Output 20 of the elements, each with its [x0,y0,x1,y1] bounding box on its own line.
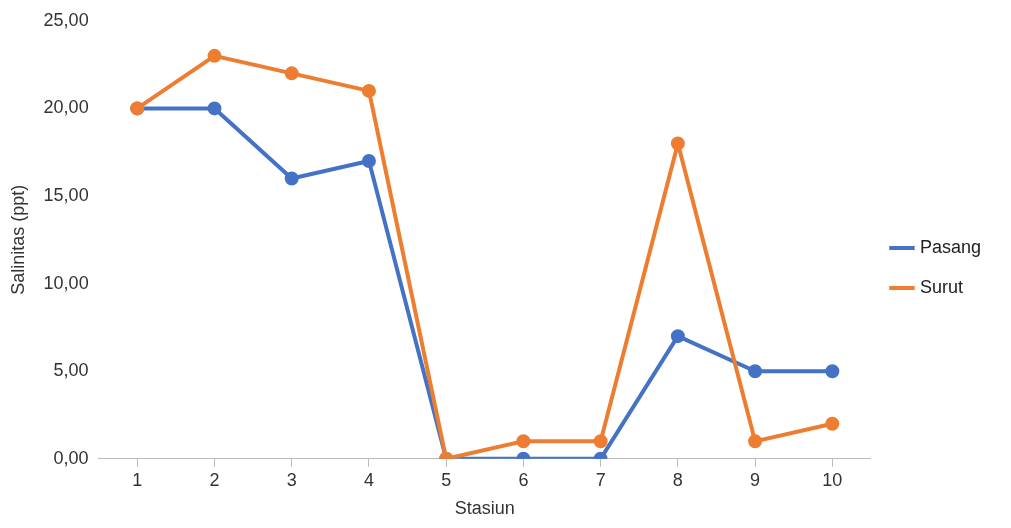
legend-label: Pasang [919,236,982,257]
x-tick-label: 7 [595,469,606,490]
y-tick-label: 25,00 [43,9,89,30]
x-tick-label: 2 [209,469,220,490]
legend-label: Surut [919,276,963,297]
y-tick-label: 15,00 [43,184,89,205]
x-tick-label: 8 [672,469,683,490]
y-tick-label: 5,00 [53,360,89,381]
x-tick-label: 1 [132,469,143,490]
x-tick-label: 4 [363,469,374,490]
x-tick-label: 6 [518,469,529,490]
y-tick-label: 20,00 [43,97,89,118]
x-tick-label: 9 [750,469,761,490]
x-tick-label: 10 [822,469,843,490]
x-tick-label: 3 [286,469,297,490]
x-axis-title: Stasiun [454,498,515,519]
x-tick-label: 5 [441,469,452,490]
y-axis-title: Salinitas (ppt) [7,184,28,295]
y-tick-label: 10,00 [43,272,89,293]
y-tick-label: 0,00 [53,447,89,468]
